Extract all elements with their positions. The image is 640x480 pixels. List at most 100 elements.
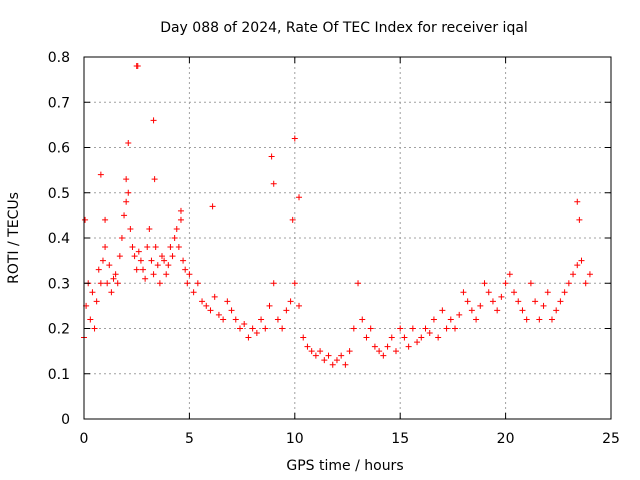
data-point: [355, 280, 362, 287]
data-point: [409, 325, 416, 332]
data-point: [418, 334, 425, 341]
data-point: [489, 298, 496, 305]
data-point: [452, 325, 459, 332]
data-point: [464, 298, 471, 305]
y-tick-label: 0.4: [48, 231, 70, 247]
data-point: [270, 180, 277, 187]
data-point: [557, 298, 564, 305]
data-point: [527, 280, 534, 287]
data-point: [108, 289, 115, 296]
data-point: [97, 280, 104, 287]
data-point: [129, 244, 136, 251]
data-point: [228, 307, 235, 314]
data-point: [142, 275, 149, 282]
data-point: [125, 139, 132, 146]
data-point: [148, 257, 155, 264]
axis-ticks: 0 5 10 15 20 25 0 0.1 0.2 0.3 0.4 0.5 0.6 0.7 0.8: [48, 50, 620, 447]
data-point: [570, 271, 577, 278]
data-point: [184, 280, 191, 287]
data-point: [574, 262, 581, 269]
data-point: [435, 334, 442, 341]
data-point: [186, 271, 193, 278]
x-tick-label: 25: [602, 431, 620, 447]
data-point: [245, 334, 252, 341]
data-point: [582, 280, 589, 287]
data-point: [586, 271, 593, 278]
data-point: [121, 212, 128, 219]
data-point: [363, 334, 370, 341]
data-point: [215, 311, 222, 318]
data-point: [211, 293, 218, 300]
data-point: [325, 352, 332, 359]
data-point: [169, 253, 176, 260]
data-point: [544, 289, 551, 296]
data-point: [296, 302, 303, 309]
data-point: [89, 289, 96, 296]
data-point: [473, 316, 480, 323]
data-point: [127, 225, 134, 232]
data-point: [376, 348, 383, 355]
data-point: [350, 325, 357, 332]
data-point: [258, 316, 265, 323]
chart-title: Day 088 of 2024, Rate Of TEC Index for r…: [160, 20, 528, 36]
data-point: [485, 289, 492, 296]
data-point: [93, 298, 100, 305]
data-point: [123, 176, 130, 183]
data-point: [175, 244, 182, 251]
data-point: [270, 280, 277, 287]
data-point: [460, 289, 467, 296]
data-point: [150, 117, 157, 124]
data-point: [95, 266, 102, 273]
data-point: [99, 257, 106, 264]
data-point: [123, 198, 130, 205]
scatter-points: [81, 63, 593, 368]
data-point: [144, 244, 151, 251]
data-point: [523, 316, 530, 323]
data-point: [173, 225, 180, 232]
data-point: [279, 325, 286, 332]
data-point: [333, 357, 340, 364]
data-point: [137, 257, 144, 264]
y-tick-label: 0.5: [48, 186, 70, 202]
x-tick-label: 5: [185, 431, 194, 447]
data-point: [171, 235, 178, 241]
data-point: [367, 325, 374, 332]
data-point: [112, 271, 119, 278]
y-axis-label: ROTI / TECUs: [6, 192, 22, 284]
data-point: [163, 271, 170, 278]
data-point: [232, 316, 239, 323]
data-point: [203, 302, 210, 309]
data-point: [283, 307, 290, 314]
data-point: [158, 253, 165, 260]
y-tick-label: 0.6: [48, 141, 70, 157]
x-axis-label: GPS time / hours: [286, 458, 403, 474]
data-point: [241, 320, 248, 327]
data-point: [133, 266, 140, 273]
data-point: [207, 307, 214, 314]
data-point: [116, 253, 123, 260]
data-point: [199, 298, 206, 305]
data-point: [274, 316, 281, 323]
data-point: [477, 302, 484, 309]
data-point: [291, 135, 298, 142]
data-point: [401, 334, 408, 341]
x-tick-label: 15: [391, 431, 409, 447]
data-point: [561, 289, 568, 296]
grid-lines: [84, 57, 611, 419]
data-point: [540, 302, 547, 309]
data-point: [177, 207, 184, 214]
data-point: [131, 253, 138, 260]
y-tick-label: 0.8: [48, 50, 70, 66]
data-point: [346, 348, 353, 355]
data-point: [190, 289, 197, 296]
data-point: [359, 316, 366, 323]
data-point: [300, 334, 307, 341]
data-point: [110, 275, 117, 282]
data-point: [209, 203, 216, 210]
data-point: [576, 216, 583, 223]
data-point: [502, 280, 509, 287]
data-point: [253, 330, 260, 337]
data-point: [91, 325, 98, 332]
data-point: [177, 216, 184, 223]
